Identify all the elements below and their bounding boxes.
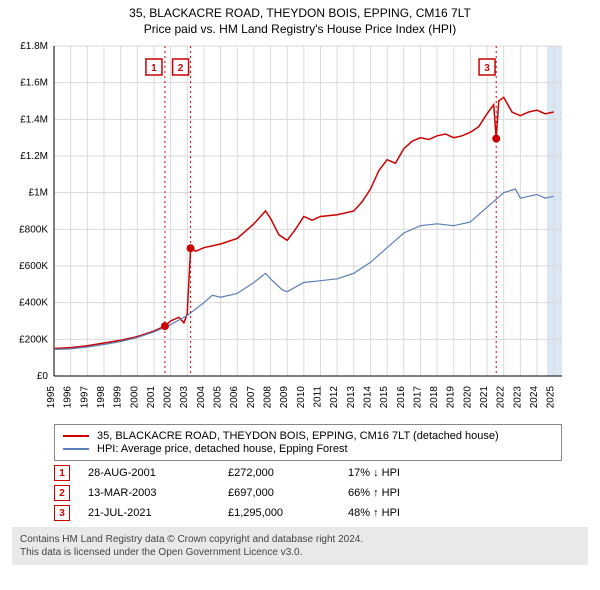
title-subtitle: Price paid vs. HM Land Registry's House …	[10, 22, 590, 36]
sale-date: 13-MAR-2003	[88, 487, 228, 499]
legend: 35, BLACKACRE ROAD, THEYDON BOIS, EPPING…	[54, 424, 562, 461]
legend-swatch	[63, 448, 89, 450]
svg-text:£400K: £400K	[19, 298, 48, 309]
svg-text:2025: 2025	[546, 386, 557, 409]
sale-row: 1 28-AUG-2001£272,00017% ↓ HPI	[54, 465, 588, 481]
svg-text:1997: 1997	[79, 386, 90, 409]
sales-table: 1 28-AUG-2001£272,00017% ↓ HPI 2 13-MAR-200…	[54, 465, 588, 521]
svg-text:2015: 2015	[379, 386, 390, 409]
svg-text:2021: 2021	[479, 386, 490, 409]
price-chart: £0 £200K £400K £600K £800K £1M £1.2M £1.4M £1.6M…	[0, 38, 600, 418]
chart-titles: 35, BLACKACRE ROAD, THEYDON BOIS, EPPING…	[0, 0, 600, 38]
sale-row: 2 13-MAR-2003£697,00066% ↑ HPI	[54, 485, 588, 501]
title-address: 35, BLACKACRE ROAD, THEYDON BOIS, EPPING…	[10, 6, 590, 20]
legend-item: 35, BLACKACRE ROAD, THEYDON BOIS, EPPING…	[63, 430, 553, 442]
svg-text:2013: 2013	[346, 386, 357, 409]
sale-price: £1,295,000	[228, 507, 348, 519]
svg-text:2006: 2006	[229, 386, 240, 409]
svg-text:2024: 2024	[529, 386, 540, 409]
svg-text:2016: 2016	[396, 386, 407, 409]
svg-text:1995: 1995	[46, 386, 57, 409]
svg-text:£1.2M: £1.2M	[20, 151, 48, 162]
svg-text:2001: 2001	[146, 386, 157, 409]
svg-text:£200K: £200K	[19, 334, 48, 345]
sale-date: 28-AUG-2001	[88, 467, 228, 479]
sale-marker-num: 3	[54, 505, 70, 521]
svg-text:2020: 2020	[462, 386, 473, 409]
footer-attribution: Contains HM Land Registry data © Crown c…	[12, 527, 588, 565]
sale-marker-num: 2	[54, 485, 70, 501]
svg-text:£600K: £600K	[19, 261, 48, 272]
footer-line-1: Contains HM Land Registry data © Crown c…	[20, 533, 580, 546]
svg-text:£1M: £1M	[29, 188, 48, 199]
svg-text:2007: 2007	[246, 386, 257, 409]
svg-text:2000: 2000	[129, 386, 140, 409]
svg-text:£1.4M: £1.4M	[20, 114, 48, 125]
svg-text:2008: 2008	[263, 386, 274, 409]
footer-line-2: This data is licensed under the Open Gov…	[20, 546, 580, 559]
svg-text:2003: 2003	[179, 386, 190, 409]
sale-delta: 48% ↑ HPI	[348, 507, 448, 519]
svg-text:£1.8M: £1.8M	[20, 41, 48, 52]
svg-text:£800K: £800K	[19, 224, 48, 235]
sale-date: 21-JUL-2021	[88, 507, 228, 519]
svg-text:2002: 2002	[163, 386, 174, 409]
svg-text:2004: 2004	[196, 386, 207, 409]
svg-text:2011: 2011	[312, 386, 323, 408]
sale-price: £697,000	[228, 487, 348, 499]
legend-item: HPI: Average price, detached house, Eppi…	[63, 443, 553, 455]
sale-marker-num: 1	[54, 465, 70, 481]
sale-delta: 17% ↓ HPI	[348, 467, 448, 479]
svg-text:£1.6M: £1.6M	[20, 78, 48, 89]
legend-swatch	[63, 435, 89, 437]
svg-text:2017: 2017	[412, 386, 423, 409]
svg-text:2010: 2010	[296, 386, 307, 409]
svg-text:£0: £0	[37, 371, 49, 382]
chart-area: £0 £200K £400K £600K £800K £1M £1.2M £1.4M £1.6M…	[0, 38, 600, 418]
svg-text:1998: 1998	[96, 386, 107, 409]
svg-text:2014: 2014	[362, 386, 373, 409]
svg-text:2023: 2023	[512, 386, 523, 409]
legend-label: HPI: Average price, detached house, Eppi…	[97, 443, 348, 455]
svg-text:3: 3	[484, 63, 490, 74]
sale-delta: 66% ↑ HPI	[348, 487, 448, 499]
svg-text:2012: 2012	[329, 386, 340, 409]
svg-text:1: 1	[151, 63, 157, 74]
svg-text:2022: 2022	[496, 386, 507, 409]
svg-text:1996: 1996	[63, 386, 74, 409]
svg-text:2018: 2018	[429, 386, 440, 409]
svg-text:2009: 2009	[279, 386, 290, 409]
sale-row: 3 21-JUL-2021£1,295,00048% ↑ HPI	[54, 505, 588, 521]
svg-text:1999: 1999	[113, 386, 124, 409]
legend-label: 35, BLACKACRE ROAD, THEYDON BOIS, EPPING…	[97, 430, 499, 442]
svg-text:2: 2	[178, 63, 184, 74]
sale-price: £272,000	[228, 467, 348, 479]
svg-text:2019: 2019	[446, 386, 457, 409]
svg-text:2005: 2005	[213, 386, 224, 409]
